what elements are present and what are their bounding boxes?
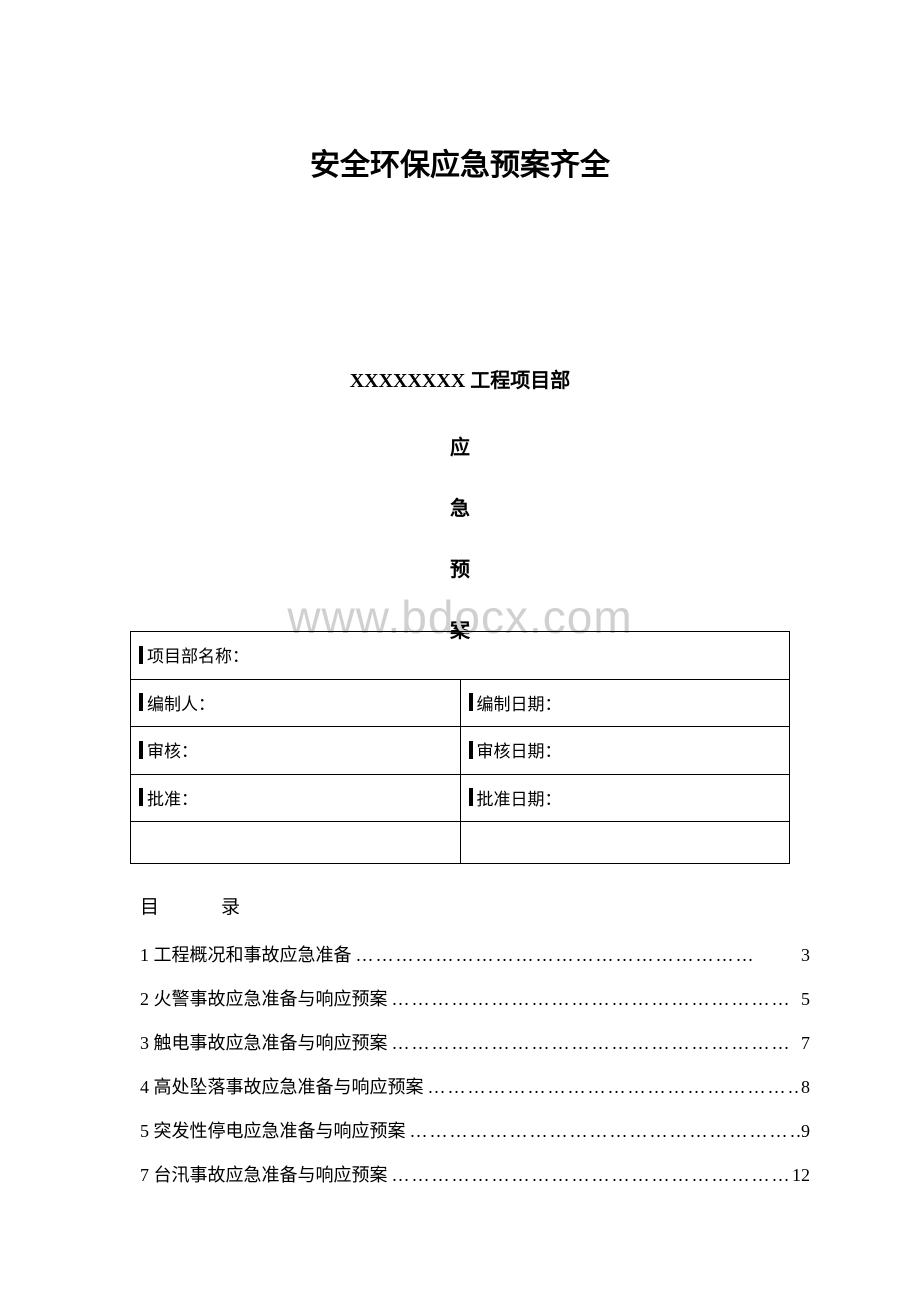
toc-dots: …………………………………………………… <box>424 1077 802 1098</box>
author-cell: 编制人： <box>131 679 461 727</box>
toc-title: 目录 <box>140 892 810 919</box>
vertical-char-1: 应 <box>100 431 820 460</box>
info-table: 项目部名称： 编制人： 编制日期： 审核： 审核日期： 批准： 批准日期： <box>130 631 790 864</box>
cell-bar-icon <box>469 741 473 759</box>
review-label: 审核： <box>147 737 198 762</box>
table-row: 编制人： 编制日期： <box>131 679 790 727</box>
review-date-label: 审核日期： <box>477 737 562 762</box>
vertical-char-2: 急 <box>100 492 820 521</box>
vertical-chars-block: 应 急 预 案 <box>100 431 820 643</box>
vertical-char-3: 预 <box>100 553 820 582</box>
approve-date-cell: 批准日期： <box>460 774 790 822</box>
subtitle: XXXXXXXX 工程项目部 <box>100 364 820 393</box>
project-name-label: 项目部名称： <box>147 642 249 667</box>
toc-item: 7 台汛事故应急准备与响应预案 …………………………………………………… 12 <box>140 1161 810 1187</box>
approve-label: 批准： <box>147 785 198 810</box>
empty-cell <box>460 822 790 864</box>
main-title: 安全环保应急预案齐全 <box>100 140 820 184</box>
review-cell: 审核： <box>131 727 461 775</box>
cell-bar-icon <box>139 788 143 806</box>
cell-bar-icon <box>139 741 143 759</box>
toc-item-page: 3 <box>801 945 810 966</box>
toc-dots: …………………………………………………… <box>388 1033 802 1054</box>
toc-item: 5 突发性停电应急准备与响应预案 …………………………………………………… 9 <box>140 1117 810 1143</box>
cell-bar-icon <box>139 693 143 711</box>
toc-item-text: 5 突发性停电应急准备与响应预案 <box>140 1117 406 1143</box>
table-row: 项目部名称： <box>131 632 790 680</box>
toc-item-page: 5 <box>801 989 810 1010</box>
empty-cell <box>131 822 461 864</box>
cell-bar-icon <box>139 646 143 664</box>
approve-date-label: 批准日期： <box>477 785 562 810</box>
toc-item: 2 火警事故应急准备与响应预案 …………………………………………………… 5 <box>140 985 810 1011</box>
toc-item: 4 高处坠落事故应急准备与响应预案 …………………………………………………… 8 <box>140 1073 810 1099</box>
toc-section: 目录 1 工程概况和事故应急准备 …………………………………………………… 3 … <box>140 892 810 1187</box>
toc-item-text: 7 台汛事故应急准备与响应预案 <box>140 1161 388 1187</box>
table-row <box>131 822 790 864</box>
toc-item-page: 8 <box>801 1077 810 1098</box>
author-date-label: 编制日期： <box>477 690 562 715</box>
toc-item-page: 7 <box>801 1033 810 1054</box>
toc-dots: …………………………………………………… <box>406 1121 802 1142</box>
toc-item-text: 2 火警事故应急准备与响应预案 <box>140 985 388 1011</box>
toc-item-page: 9 <box>801 1121 810 1142</box>
toc-item: 1 工程概况和事故应急准备 …………………………………………………… 3 <box>140 941 810 967</box>
toc-title-part2: 录 <box>221 897 242 918</box>
toc-dots: …………………………………………………… <box>388 989 802 1010</box>
project-name-cell: 项目部名称： <box>131 632 790 680</box>
cell-bar-icon <box>469 693 473 711</box>
toc-item-text: 4 高处坠落事故应急准备与响应预案 <box>140 1073 424 1099</box>
toc-item-text: 1 工程概况和事故应急准备 <box>140 941 352 967</box>
table-row: 审核： 审核日期： <box>131 727 790 775</box>
author-label: 编制人： <box>147 690 215 715</box>
toc-dots: …………………………………………………… <box>388 1165 793 1186</box>
toc-item-page: 12 <box>792 1165 810 1186</box>
approve-cell: 批准： <box>131 774 461 822</box>
author-date-cell: 编制日期： <box>460 679 790 727</box>
toc-item-text: 3 触电事故应急准备与响应预案 <box>140 1029 388 1055</box>
review-date-cell: 审核日期： <box>460 727 790 775</box>
toc-title-part1: 目 <box>140 897 161 918</box>
toc-item: 3 触电事故应急准备与响应预案 …………………………………………………… 7 <box>140 1029 810 1055</box>
cell-bar-icon <box>469 788 473 806</box>
table-row: 批准： 批准日期： <box>131 774 790 822</box>
toc-dots: …………………………………………………… <box>352 945 802 966</box>
